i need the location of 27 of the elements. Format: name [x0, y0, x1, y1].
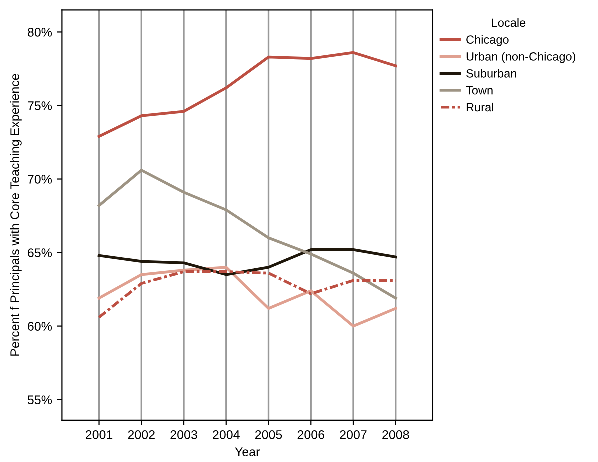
x-axis-title: Year [235, 448, 260, 457]
y-tick-label: 75% [28, 102, 52, 110]
y-tick-label: 60% [28, 322, 52, 331]
y-tick-label: 80% [28, 28, 52, 37]
y-tick-label: 70% [28, 175, 52, 184]
y-axis-title: Percent f Principals with Core Teaching Experience [10, 74, 22, 356]
line-series [98, 270, 398, 319]
legend-label: Chicago [466, 35, 509, 46]
legend-label: Suburban [466, 69, 516, 78]
legend-label: Urban (non-Chicago) [466, 52, 576, 64]
x-tick-label: 2007 [340, 430, 367, 440]
x-tick-label: 2008 [382, 430, 410, 440]
x-tick-label: 2006 [298, 430, 324, 440]
line-series [98, 51, 398, 138]
x-tick-label: 2001 [86, 430, 113, 440]
legend-label: Town [466, 86, 493, 95]
x-tick-label: 2004 [213, 430, 240, 440]
y-tick-label: 55% [28, 396, 52, 404]
x-tick-label: 2005 [255, 430, 282, 440]
line-series [98, 248, 398, 276]
line-series [98, 266, 398, 328]
x-tick-label: 2002 [128, 430, 155, 440]
line-series [98, 169, 398, 300]
legend-label: Rural [466, 102, 494, 112]
x-tick-label: 2003 [170, 430, 198, 440]
y-tick-label: 65% [28, 248, 52, 258]
legend-title: Locale [492, 18, 526, 28]
